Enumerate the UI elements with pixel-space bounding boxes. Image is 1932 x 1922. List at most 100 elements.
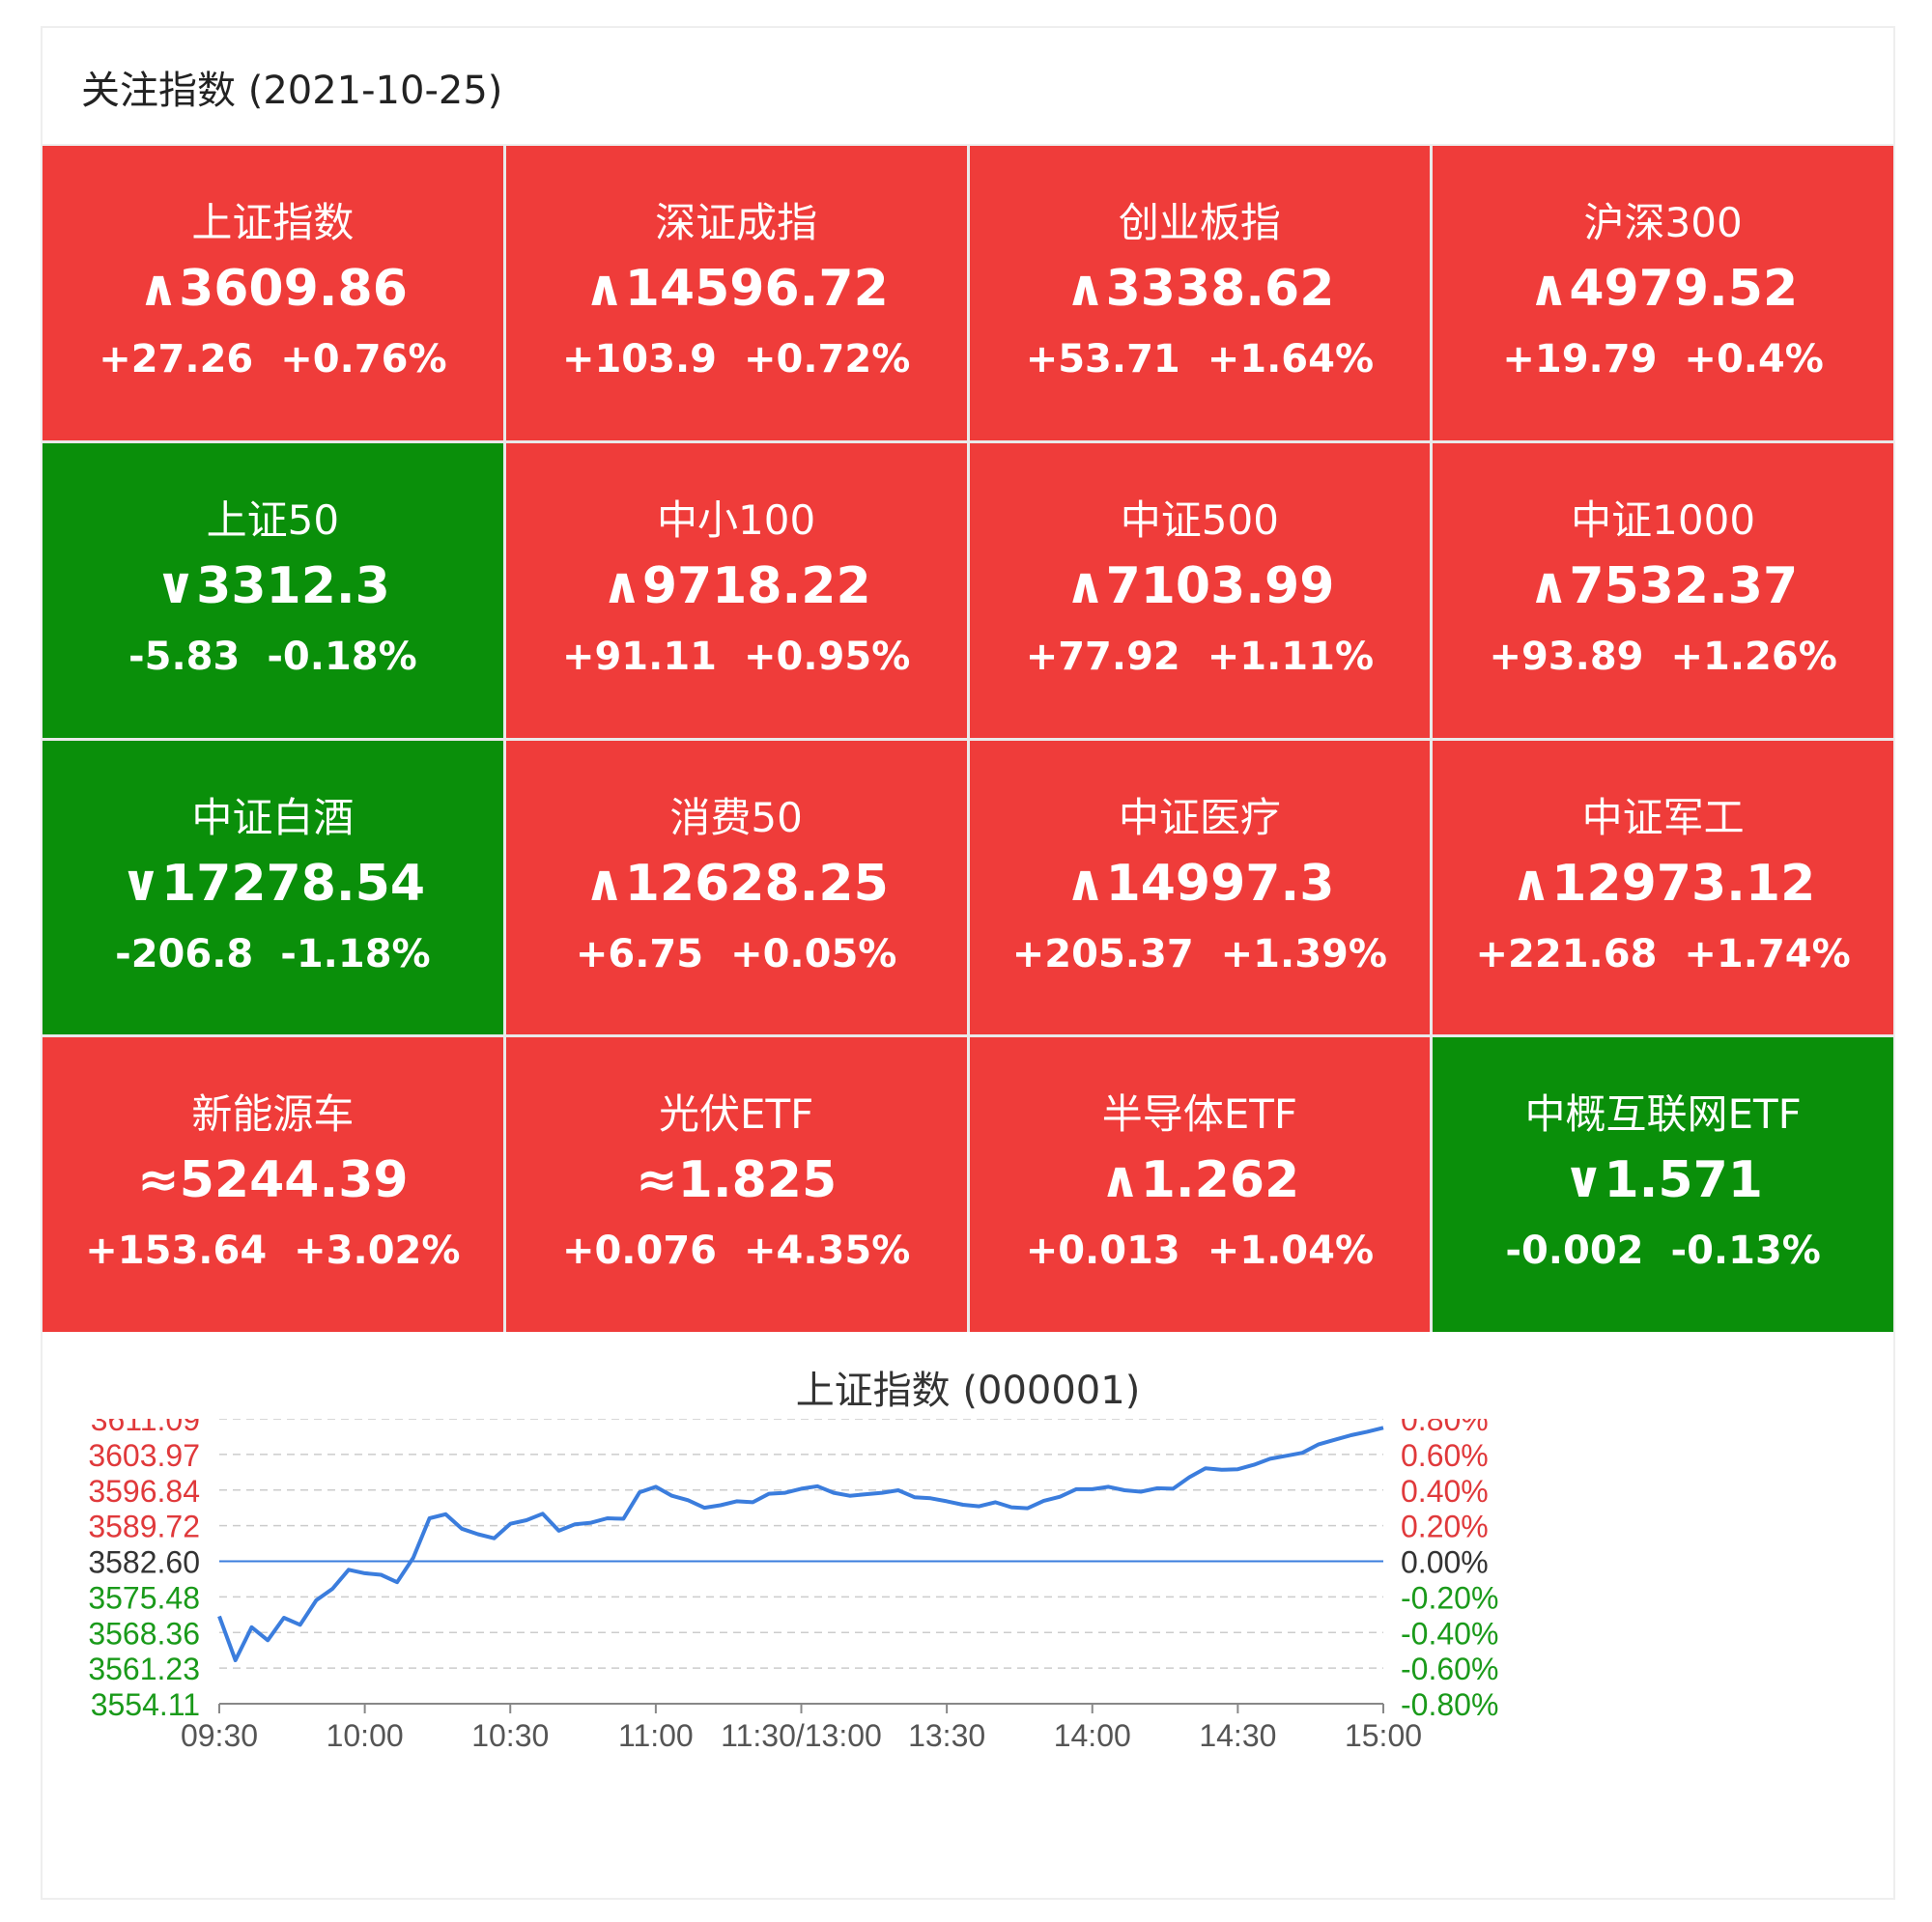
index-change: +77.92 +1.11% (970, 635, 1431, 679)
index-tile[interactable]: 新能源车 ≈5244.39 +153.64 +3.02% (43, 1037, 503, 1332)
index-tile[interactable]: 深证成指 ∧14596.72 +103.9 +0.72% (505, 146, 967, 440)
index-change: +93.89 +1.26% (1433, 635, 1893, 679)
change-percent: +0.05% (730, 931, 897, 976)
y-tick-label-right: -0.40% (1401, 1616, 1498, 1651)
index-price: ∧14997.3 (970, 855, 1431, 913)
change-value: -5.83 (128, 634, 241, 679)
up-arrow-icon: ∧ (1065, 260, 1106, 318)
price-value: 5244.39 (179, 1151, 409, 1210)
index-tile[interactable]: 上证指数 ∧3609.86 +27.26 +0.76% (43, 146, 503, 440)
down-arrow-icon: ∨ (120, 854, 161, 913)
change-value: +221.68 (1475, 931, 1658, 976)
card-header: 关注指数 (2021-10-25) (43, 28, 1893, 146)
index-name: 中证1000 (1571, 495, 1756, 544)
y-tick-label-right: 0.80% (1401, 1419, 1489, 1437)
price-value: 4979.52 (1569, 260, 1799, 318)
change-value: +27.26 (99, 337, 254, 382)
index-price: ∧4979.52 (1433, 260, 1893, 318)
change-percent: +3.02% (294, 1229, 461, 1274)
y-tick-label-left: 3603.97 (88, 1438, 200, 1473)
index-change: +221.68 +1.74% (1433, 932, 1893, 976)
index-tile[interactable]: 中证军工 ∧12973.12 +221.68 +1.74% (1433, 740, 1893, 1035)
change-percent: +1.26% (1670, 634, 1837, 679)
index-name: 创业板指 (1118, 199, 1281, 246)
down-arrow-icon: ∨ (1563, 1151, 1605, 1210)
index-tile[interactable]: 上证50 ∨3312.3 -5.83 -0.18% (43, 442, 503, 738)
index-price: ∧1.262 (970, 1151, 1431, 1209)
y-tick-label-right: -0.60% (1401, 1652, 1498, 1686)
price-value: 1.825 (677, 1151, 838, 1210)
index-change: +153.64 +3.02% (43, 1229, 503, 1273)
price-value: 1.262 (1140, 1151, 1300, 1210)
index-tile[interactable]: 消费50 ∧12628.25 +6.75 +0.05% (505, 740, 967, 1035)
index-name: 中证军工 (1581, 793, 1745, 841)
y-tick-label-left: 3589.72 (88, 1510, 200, 1544)
change-percent: +1.04% (1207, 1229, 1375, 1274)
intraday-chart: 3611.09 0.80% 3603.97 0.60% 3596.84 0.40% 3589… (88, 1419, 1498, 1753)
price-line (217, 1426, 1384, 1662)
index-watch-card: 关注指数 (2021-10-25) 上证指数 ∧3609.86 +27.26 +0.7… (41, 26, 1895, 1900)
index-grid: 上证指数 ∧3609.86 +27.26 +0.76% 深证成指 ∧14596.72 +10… (43, 146, 1893, 1332)
x-tick-label: 09:30 (181, 1718, 258, 1753)
down-arrow-icon: ∨ (155, 556, 197, 615)
change-value: -206.8 (115, 931, 254, 976)
y-tick-label-right: -0.20% (1401, 1580, 1498, 1615)
index-name: 半导体ETF (1101, 1090, 1298, 1139)
index-price: ∧14596.72 (506, 260, 967, 318)
change-percent: -1.18% (280, 931, 431, 976)
index-tile[interactable]: 光伏ETF ≈1.825 +0.076 +4.35% (505, 1037, 967, 1332)
index-tile[interactable]: 沪深300 ∧4979.52 +19.79 +0.4% (1433, 146, 1893, 440)
price-value: 3312.3 (196, 556, 390, 615)
change-value: +0.076 (561, 1229, 717, 1274)
index-name: 中证500 (1120, 495, 1279, 544)
index-tile[interactable]: 中小100 ∧9718.22 +91.11 +0.95% (505, 442, 967, 738)
change-value: +0.013 (1025, 1229, 1180, 1274)
index-price: ∧9718.22 (506, 557, 967, 615)
index-tile[interactable]: 半导体ETF ∧1.262 +0.013 +1.04% (969, 1037, 1431, 1332)
y-tick-label-left: 3561.23 (88, 1652, 200, 1686)
change-value: +153.64 (85, 1229, 268, 1274)
y-tick-label-right: 0.00% (1401, 1545, 1489, 1580)
index-change: +0.076 +4.35% (506, 1229, 967, 1273)
index-name: 中证医疗 (1118, 793, 1281, 841)
change-value: +53.71 (1025, 337, 1180, 382)
change-percent: +1.11% (1207, 634, 1375, 679)
x-tick-label: 15:00 (1345, 1718, 1422, 1753)
up-arrow-icon: ∧ (1510, 854, 1552, 913)
change-percent: +0.4% (1684, 337, 1824, 382)
index-tile[interactable]: 中证白酒 ∨17278.54 -206.8 -1.18% (43, 740, 503, 1035)
price-value: 17278.54 (160, 854, 425, 913)
up-arrow-icon: ∧ (1528, 260, 1570, 318)
index-price: ∧12628.25 (506, 855, 967, 913)
index-name: 中概互联网ETF (1524, 1090, 1802, 1139)
change-percent: -0.18% (267, 634, 417, 679)
up-arrow-icon: ∧ (601, 556, 642, 615)
y-tick-label-right: 0.40% (1401, 1474, 1489, 1509)
change-percent: -0.13% (1670, 1229, 1821, 1274)
change-value: +91.11 (561, 634, 717, 679)
index-tile[interactable]: 中概互联网ETF ∨1.571 -0.002 -0.13% (1433, 1037, 1893, 1332)
x-tick-label: 14:30 (1199, 1718, 1276, 1753)
index-price: ∨3312.3 (43, 557, 503, 615)
price-value: 12628.25 (624, 854, 889, 913)
index-tile[interactable]: 中证1000 ∧7532.37 +93.89 +1.26% (1433, 442, 1893, 738)
y-tick-label-left: 3611.09 (91, 1419, 200, 1437)
index-change: +27.26 +0.76% (43, 337, 503, 382)
change-percent: +4.35% (744, 1229, 911, 1274)
index-tile[interactable]: 中证500 ∧7103.99 +77.92 +1.11% (969, 442, 1431, 738)
change-percent: +1.39% (1220, 931, 1387, 976)
change-value: +93.89 (1489, 634, 1644, 679)
index-change: +53.71 +1.64% (970, 337, 1431, 382)
index-tile[interactable]: 创业板指 ∧3338.62 +53.71 +1.64% (969, 146, 1431, 440)
x-tick-label: 13:30 (908, 1718, 985, 1753)
y-tick-label-left: 3582.60 (88, 1545, 200, 1580)
index-price: ∧7103.99 (970, 557, 1431, 615)
x-tick-label: 14:00 (1054, 1718, 1131, 1753)
index-price: ∧3609.86 (43, 260, 503, 318)
y-tick-label-left: 3554.11 (91, 1687, 200, 1722)
up-arrow-icon: ≈ (636, 1151, 678, 1210)
change-value: -0.002 (1505, 1229, 1644, 1274)
up-arrow-icon: ∧ (137, 260, 180, 318)
x-tick-label: 11:00 (618, 1718, 694, 1753)
index-tile[interactable]: 中证医疗 ∧14997.3 +205.37 +1.39% (969, 740, 1431, 1035)
